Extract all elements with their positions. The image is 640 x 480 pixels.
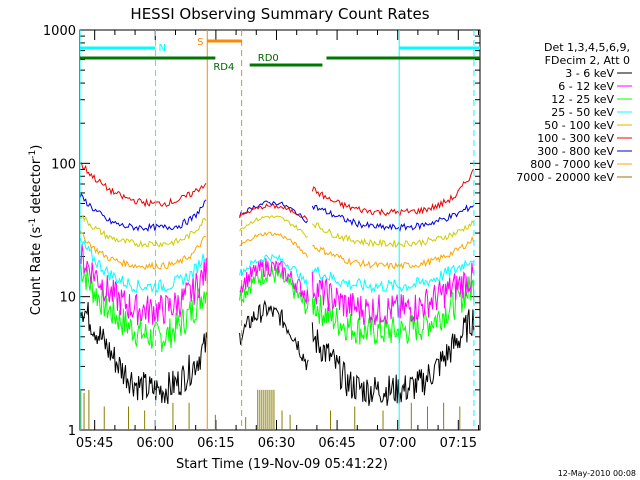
plot-area [80, 30, 480, 430]
x-tick-label: 05:45 [76, 436, 113, 451]
series-50-100keV-seg2 [239, 231, 308, 258]
series-25-50keV-seg3 [311, 259, 474, 294]
y-axis-label: Count Rate (s-1 detector-1) [28, 145, 44, 316]
series-100-300keV-seg2 [239, 215, 308, 238]
annotation-rd4: RD4 [213, 62, 234, 73]
x-tick-label: 06:15 [197, 436, 234, 451]
x-tick-label: 06:30 [258, 436, 295, 451]
y-tick-label: 1000 [43, 24, 76, 39]
series-100-300keV-seg3 [311, 220, 474, 249]
series-100-300keV-seg1 [80, 214, 207, 248]
series-300-800keV-seg3 [311, 204, 474, 232]
x-axis-label: Start Time (19-Nov-09 05:41:22) [176, 457, 388, 472]
series-50-100keV-seg1 [80, 229, 206, 271]
series-25-50keV-seg1 [80, 237, 207, 293]
x-tick-label: 06:00 [137, 436, 174, 451]
x-tick-labels: 05:45 06:00 06:15 06:30 06:45 07:00 07:15 [76, 436, 477, 451]
series-25-50keV-seg2 [239, 253, 308, 290]
chart-title: HESSI Observing Summary Count Rates [130, 5, 429, 23]
series-800-7000keV-seg3 [311, 168, 474, 217]
series-300-800keV-seg1 [80, 192, 207, 232]
footer-timestamp: 12-May-2010 00:08 [558, 469, 636, 478]
legend-label: 300 - 800 keV [537, 145, 614, 158]
legend: Det 1,3,4,5,6,9,FDecim 2, Att 03 - 6 keV… [516, 41, 632, 184]
series-6-12keV-seg1 [80, 244, 208, 326]
annotation-n: N [159, 43, 166, 54]
legend-label: 12 - 25 keV [551, 93, 614, 106]
series-3-6keV-seg2 [239, 299, 309, 371]
y-tick-label: 10 [59, 291, 76, 306]
legend-header-0: Det 1,3,4,5,6,9, [544, 41, 630, 54]
series-800-7000keV-seg1 [80, 162, 207, 208]
series-12-25keV-seg2 [239, 266, 309, 315]
series-3-6keV-seg3 [311, 309, 475, 406]
y-tick-labels: 1 10 100 1000 [43, 24, 76, 439]
series-6-12keV-seg3 [311, 262, 475, 326]
legend-label: 3 - 6 keV [565, 67, 614, 80]
legend-label: 800 - 7000 keV [530, 158, 614, 171]
series-800-7000keV-seg2 [239, 203, 308, 221]
series-50-100keV-seg3 [312, 235, 474, 271]
axes [79, 29, 481, 431]
x-tick-label: 06:45 [318, 436, 355, 451]
plot-frame [79, 29, 481, 431]
series-12-25keV-seg3 [311, 276, 475, 345]
annotation-s: S [197, 37, 203, 48]
y-tick-label: 100 [51, 157, 76, 172]
legend-header-1: FDecim 2, Att 0 [545, 54, 630, 67]
legend-label: 7000 - 20000 keV [516, 171, 614, 184]
annotation-rd0: RD0 [258, 53, 279, 64]
legend-label: 50 - 100 keV [544, 119, 614, 132]
legend-label: 6 - 12 keV [558, 80, 614, 93]
legend-label: 100 - 300 keV [537, 132, 614, 145]
legend-label: 25 - 50 keV [551, 106, 614, 119]
y-tick-label: 1 [68, 424, 76, 439]
x-tick-label: 07:15 [440, 436, 477, 451]
series-12-25keV-seg1 [80, 265, 208, 353]
series-6-12keV-seg2 [239, 258, 309, 305]
x-tick-label: 07:00 [379, 436, 416, 451]
series-3-6keV-seg1 [80, 301, 208, 405]
